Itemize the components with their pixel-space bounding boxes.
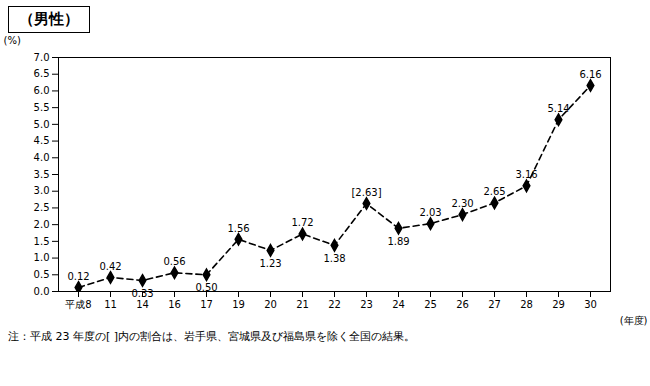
svg-text:22: 22 xyxy=(328,299,341,310)
svg-text:0.42: 0.42 xyxy=(99,261,121,272)
svg-text:1.89: 1.89 xyxy=(387,236,409,247)
svg-text:2.30: 2.30 xyxy=(451,198,473,209)
svg-text:21: 21 xyxy=(296,299,309,310)
svg-text:(年度): (年度) xyxy=(620,315,648,326)
svg-text:3.5: 3.5 xyxy=(34,169,50,180)
svg-text:16: 16 xyxy=(168,299,181,310)
svg-text:2.0: 2.0 xyxy=(34,219,50,230)
svg-text:平成8: 平成8 xyxy=(65,299,91,310)
svg-text:1.72: 1.72 xyxy=(291,217,313,228)
svg-text:25: 25 xyxy=(424,299,437,310)
svg-text:26: 26 xyxy=(456,299,469,310)
html-text:（男性）: （男性） xyxy=(19,10,79,28)
svg-text:20: 20 xyxy=(264,299,277,310)
svg-text:2.03: 2.03 xyxy=(419,207,441,218)
svg-text:5.14: 5.14 xyxy=(547,103,569,114)
svg-text:29: 29 xyxy=(552,299,565,310)
svg-text:19: 19 xyxy=(232,299,245,310)
svg-text:24: 24 xyxy=(392,299,405,310)
svg-text:1.23: 1.23 xyxy=(259,258,281,269)
svg-text:5.5: 5.5 xyxy=(34,102,50,113)
svg-text:1.38: 1.38 xyxy=(323,253,345,264)
svg-text:28: 28 xyxy=(520,299,533,310)
svg-text:0.33: 0.33 xyxy=(131,288,153,299)
svg-text:6.5: 6.5 xyxy=(34,68,50,79)
svg-text:23: 23 xyxy=(360,299,373,310)
svg-text:1.0: 1.0 xyxy=(34,252,50,263)
svg-text:4.5: 4.5 xyxy=(34,135,50,146)
svg-text:0.50: 0.50 xyxy=(195,282,217,293)
svg-text:(%): (%) xyxy=(4,35,21,46)
svg-text:30: 30 xyxy=(584,299,597,310)
html-text:注：平成 23 年度の[ ]内の割合は、岩手県、宮城県及び福: 注：平成 23 年度の[ ]内の割合は、岩手県、宮城県及び福島県を除く全国の結果… xyxy=(8,330,416,343)
svg-text:0.5: 0.5 xyxy=(34,269,50,280)
svg-text:0.12: 0.12 xyxy=(67,271,89,282)
svg-text:3.16: 3.16 xyxy=(515,169,537,180)
svg-text:14: 14 xyxy=(136,299,149,310)
svg-text:2.5: 2.5 xyxy=(34,202,50,213)
svg-text:11: 11 xyxy=(104,299,117,310)
svg-text:27: 27 xyxy=(488,299,501,310)
svg-text:5.0: 5.0 xyxy=(34,119,50,130)
svg-text:2.65: 2.65 xyxy=(483,186,505,197)
svg-text:1.5: 1.5 xyxy=(34,236,50,247)
svg-text:0.0: 0.0 xyxy=(34,286,50,297)
svg-text:1.56: 1.56 xyxy=(227,223,249,234)
svg-text:4.0: 4.0 xyxy=(34,152,50,163)
svg-text:7.0: 7.0 xyxy=(34,52,50,63)
svg-text:3.0: 3.0 xyxy=(34,185,50,196)
svg-text:6.16: 6.16 xyxy=(579,69,601,80)
svg-text:0.56: 0.56 xyxy=(163,256,185,267)
svg-text:17: 17 xyxy=(200,299,213,310)
svg-text:[2.63]: [2.63] xyxy=(351,187,381,198)
svg-text:6.0: 6.0 xyxy=(34,85,50,96)
